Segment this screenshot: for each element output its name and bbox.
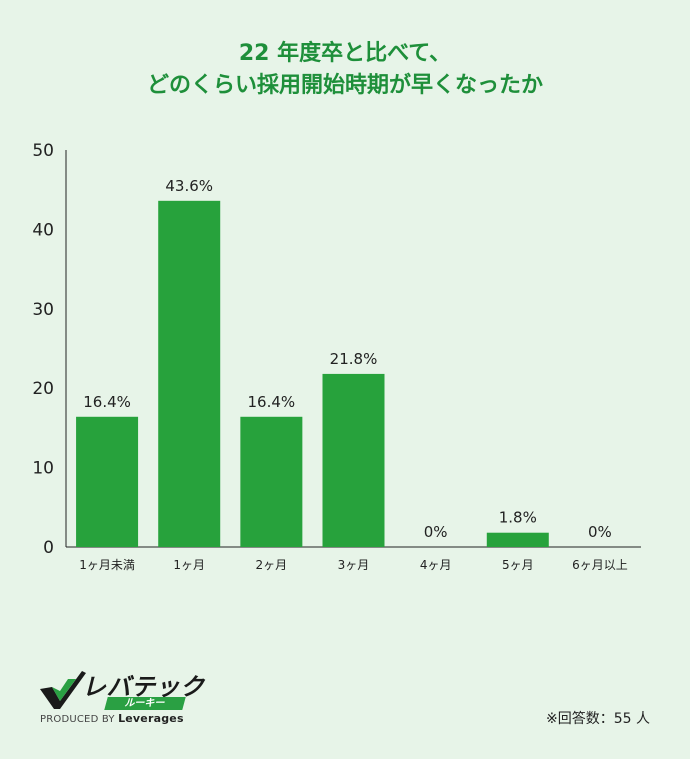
y-tick-label: 30 [32,300,54,320]
produced-by-text: PRODUCED BY [40,714,115,725]
y-tick-label: 0 [43,538,54,558]
brand-text: Leverages [118,712,184,725]
bar-chart: 0 10 20 30 40 50 16.4% 43.6% 16.4% 21.8% 0% 1.8% 0%… [32,141,641,572]
bar-data-label: 0% [588,523,612,541]
bar-data-label: 43.6% [165,177,213,195]
x-tick-label: 1ヶ月未満 [79,558,135,572]
bar [158,200,221,548]
x-tick-label: 2ヶ月 [256,558,288,572]
y-tick-label: 10 [32,459,54,479]
x-tick-label: 4ヶ月 [420,558,452,572]
chart-title: 22 年度卒と比べて、 どのくらい採用開始時期が早くなったか [0,38,690,102]
response-count-note: ※回答数：55 人 [546,711,650,727]
y-tick-label: 40 [32,220,54,240]
bar-data-label: 16.4% [83,393,131,411]
y-axis-ticks: 0 10 20 30 40 50 [32,141,54,558]
x-tick-label: 6ヶ月以上 [572,558,628,572]
x-tick-label: 1ヶ月 [173,558,205,572]
x-axis-ticks: 1ヶ月未満 1ヶ月 2ヶ月 3ヶ月 4ヶ月 5ヶ月 6ヶ月以上 [79,558,627,572]
bar [322,373,385,547]
x-tick-label: 3ヶ月 [338,558,370,572]
logo-produced-by: PRODUCED BY Leverages [40,712,184,725]
bar [486,532,549,547]
chart-title-line2: どのくらい採用開始時期が早くなったか [146,73,543,98]
logo-name: レバテック [82,673,205,701]
chart-title-line1: 22 年度卒と比べて、 [238,41,452,66]
y-tick-label: 20 [32,379,54,399]
bar-data-labels: 16.4% 43.6% 16.4% 21.8% 0% 1.8% 0% [83,177,612,541]
bar-data-label: 1.8% [499,509,537,527]
logo-subname: ルーキー [104,697,186,710]
leverages-logo: レバテック ルーキー PRODUCED BY Leverages [38,665,204,727]
y-tick-label: 50 [32,141,54,161]
bar [76,416,139,547]
bar-data-label: 0% [424,523,448,541]
bar-data-label: 16.4% [248,393,296,411]
bar [240,416,303,547]
bars [76,200,549,548]
checkmark-logo-icon [40,671,86,709]
bar-data-label: 21.8% [330,350,378,368]
x-tick-label: 5ヶ月 [502,558,534,572]
